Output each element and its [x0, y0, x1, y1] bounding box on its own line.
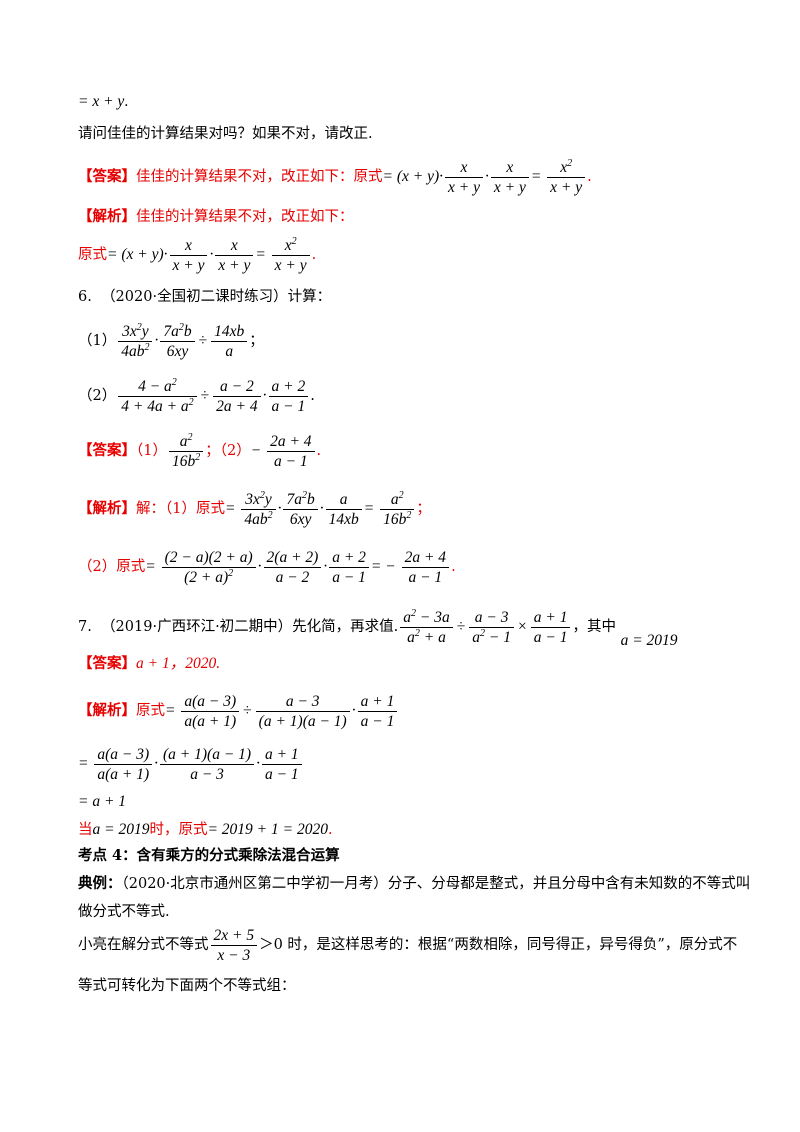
- kp4-example: 典例：（2020·北京市通州区第二中学初一月考）分子、分母都是整式，并且分母中含…: [78, 875, 751, 892]
- q7-analysis-2: = a(a − 3) a(a + 1) · (a + 1)(a − 1) a − 3 · a…: [78, 745, 304, 784]
- q6-analysis-2: （2）原式= (2 − a)(2 + a) (2 + a)2 · 2(a + 2) a …: [78, 549, 456, 586]
- q7-analysis-3: = a + 1: [78, 793, 127, 810]
- q5-answer: 【答案】佳佳的计算结果不对，改正如下：原式= (x + y)· x x + y · x x…: [78, 158, 592, 197]
- kp4-heading: 考点 4：含有乘方的分式乘除法混合运算: [78, 847, 340, 864]
- q6-analysis-1: 【解析】解：（1）原式= 3x2y 4ab2 · 7a2b 6xy · a 14xb = a2 1…: [78, 490, 431, 529]
- q5-analysis-formula: 原式= (x + y)· x x + y · x x + y = x2 x + y.: [78, 236, 317, 275]
- q6-header: 6. （2020·全国初二课时练习）计算：: [78, 289, 332, 305]
- q5-analysis: 【解析】佳佳的计算结果不对，改正如下：: [78, 208, 354, 225]
- analysis-tag: 【解析】: [78, 208, 136, 225]
- q7-analysis-1: 【解析】原式= a(a − 3) a(a + 1) ÷ a − 3 (a + 1)(a …: [78, 692, 399, 731]
- q5-question: 请问佳佳的计算结果对吗？如果不对，请改正.: [78, 126, 373, 142]
- q7-header: 7. （2019·广西环江·初二期中）先化简，再求值. a2 − 3a a2 + a…: [78, 608, 678, 650]
- q7-when: 当a = 2019时，原式= 2019 + 1 = 2020.: [78, 821, 333, 838]
- kp4-xiaoliang-3: 等式可转化为下面两个不等式组：: [78, 978, 296, 994]
- q5-result-line: = x + y.: [78, 93, 129, 110]
- answer-tag: 【答案】: [78, 168, 136, 186]
- kp4-example-2: 做分式不等式.: [78, 904, 170, 920]
- q7-answer: 【答案】a + 1，2020.: [78, 655, 221, 672]
- q6-part1: （1） 3x2y 4ab2 · 7a2b 6xy ÷ 14xb a；: [78, 322, 264, 361]
